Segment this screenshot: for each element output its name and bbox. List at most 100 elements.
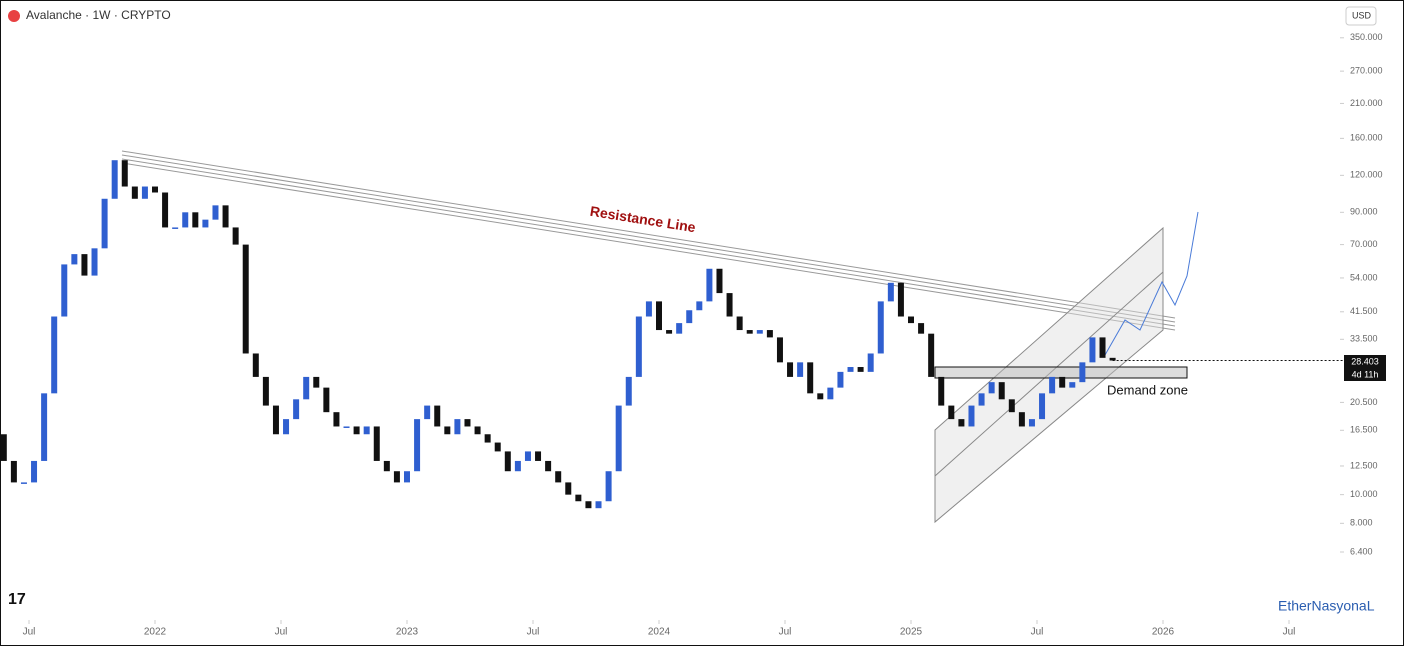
candle: [645, 301, 652, 317]
candle: [847, 367, 854, 372]
candle: [1049, 376, 1056, 394]
candle: [283, 419, 290, 435]
x-tick-label: Jul: [1283, 627, 1296, 638]
candle: [615, 405, 622, 472]
y-tick-label: 70.000: [1350, 239, 1378, 249]
candle: [262, 376, 269, 406]
candle: [887, 282, 894, 302]
candle: [585, 501, 592, 509]
candle: [333, 412, 340, 427]
candle: [1109, 357, 1116, 361]
candle: [897, 282, 904, 317]
tv-logo: 17: [8, 591, 26, 608]
candle: [908, 316, 914, 324]
logo: [8, 10, 20, 22]
candle: [877, 301, 884, 354]
currency-box[interactable]: [1345, 6, 1377, 26]
candle: [535, 451, 542, 461]
candle: [393, 471, 400, 483]
candle: [666, 330, 673, 334]
y-tick-label: 210.000: [1350, 98, 1383, 108]
candle: [41, 393, 48, 461]
candle: [918, 323, 925, 334]
x-tick-label: 2023: [396, 627, 419, 638]
x-tick-label: Jul: [1031, 627, 1044, 638]
x-tick-label: Jul: [779, 627, 792, 638]
candle: [524, 451, 531, 461]
candle: [454, 419, 461, 435]
countdown: 4d 11h: [1352, 369, 1379, 379]
candle: [272, 405, 279, 435]
chart-title: Avalanche · 1W · CRYPTO: [26, 8, 171, 22]
candle: [696, 301, 703, 311]
candle: [61, 264, 68, 317]
y-tick-label: 10.000: [1350, 489, 1378, 499]
x-tick-label: 2026: [1152, 627, 1175, 638]
x-tick-label: 2024: [648, 627, 671, 638]
y-tick-label: 270.000: [1350, 66, 1383, 76]
candle: [686, 310, 693, 324]
candle: [1039, 393, 1046, 420]
candle: [948, 405, 955, 420]
candle: [101, 198, 108, 249]
candle: [837, 371, 844, 388]
candle: [172, 227, 179, 229]
candle: [121, 160, 128, 187]
candle: [474, 426, 481, 435]
candle: [10, 460, 17, 483]
last-price: 28.403: [1351, 356, 1379, 366]
candle: [656, 301, 662, 331]
candle: [242, 244, 249, 354]
candle: [817, 393, 824, 400]
candle: [313, 376, 320, 388]
candle: [555, 471, 562, 483]
y-tick-label: 20.500: [1350, 397, 1378, 407]
candle: [726, 293, 733, 317]
candle: [0, 434, 7, 461]
candle: [212, 205, 219, 220]
candle: [303, 376, 310, 400]
candle: [202, 219, 209, 228]
y-tick-label: 120.000: [1350, 170, 1383, 180]
candle: [746, 330, 753, 334]
candle: [756, 330, 763, 334]
candle: [111, 160, 118, 199]
candle: [494, 442, 501, 452]
resistance-line: [121, 150, 1176, 331]
candle: [978, 393, 985, 406]
candle: [363, 426, 370, 435]
candle: [1018, 412, 1025, 427]
candle: [928, 333, 935, 377]
candle: [827, 387, 834, 400]
watermark: EtherNasyonaL: [1278, 598, 1375, 614]
candle: [252, 353, 259, 377]
candle: [20, 482, 27, 484]
candle: [182, 212, 189, 228]
candle: [988, 382, 995, 394]
candle: [162, 192, 169, 228]
candle: [595, 501, 602, 509]
x-tick-label: 2022: [144, 627, 167, 638]
y-tick-label: 350.000: [1350, 32, 1383, 42]
candle: [353, 426, 360, 435]
candle: [434, 405, 441, 427]
candle: [444, 426, 451, 435]
candle: [383, 460, 390, 472]
candle: [514, 460, 521, 472]
y-tick-label: 90.000: [1350, 207, 1378, 217]
candle: [81, 254, 88, 276]
currency: USD: [1352, 10, 1372, 20]
candle: [414, 419, 421, 472]
x-tick-label: 2025: [900, 627, 923, 638]
candle: [706, 268, 713, 302]
candle: [736, 316, 743, 331]
candle: [787, 362, 794, 377]
candle: [716, 268, 723, 294]
candle: [998, 382, 1005, 400]
candle: [1069, 382, 1076, 388]
candle: [131, 186, 138, 199]
candle: [152, 186, 158, 193]
candle: [1028, 419, 1035, 427]
